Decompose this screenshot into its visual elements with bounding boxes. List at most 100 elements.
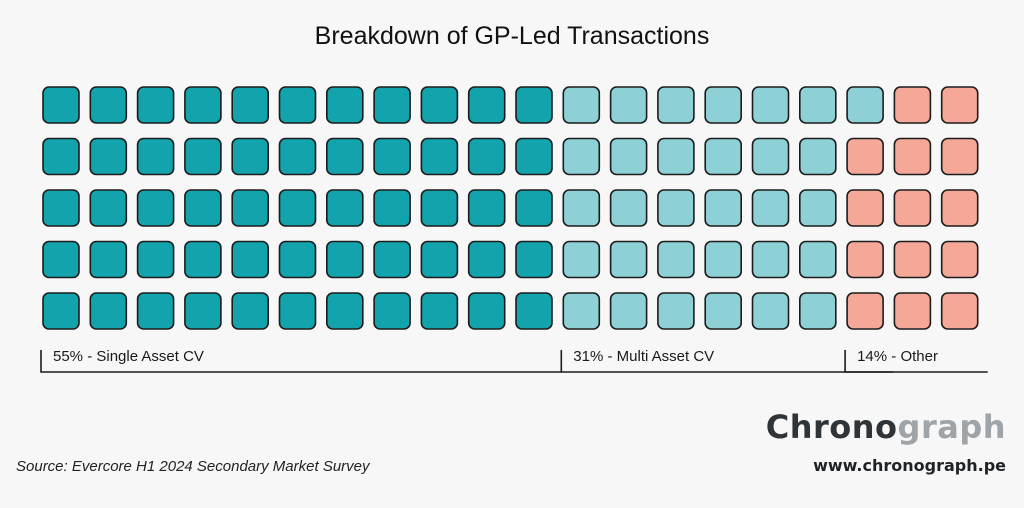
waffle-cell-single-asset-cv <box>515 189 553 227</box>
waffle-cell-multi-asset-cv <box>798 240 837 279</box>
waffle-cell-multi-asset-cv <box>846 86 884 124</box>
waffle-cell-multi-asset-cv <box>562 292 601 330</box>
waffle-cell-single-asset-cv <box>467 86 506 124</box>
waffle-cell-single-asset-cv <box>373 137 411 176</box>
waffle-cell-other <box>846 240 884 279</box>
waffle-cell-other <box>940 240 979 279</box>
waffle-cell-single-asset-cv <box>231 189 269 227</box>
waffle-cell-multi-asset-cv <box>562 189 601 227</box>
waffle-cell-multi-asset-cv <box>609 189 648 227</box>
waffle-cell-multi-asset-cv <box>751 292 790 330</box>
waffle-cell-single-asset-cv <box>184 86 222 124</box>
legend-bracket-single-asset-cv <box>40 350 562 373</box>
waffle-cell-multi-asset-cv <box>657 240 695 279</box>
waffle-cell-single-asset-cv <box>184 292 222 330</box>
waffle-cell-single-asset-cv <box>325 137 364 176</box>
waffle-cell-multi-asset-cv <box>798 86 837 124</box>
logo-part-graph: graph <box>897 408 1006 446</box>
waffle-cell-multi-asset-cv <box>751 86 790 124</box>
waffle-cell-multi-asset-cv <box>751 189 790 227</box>
waffle-cell-other <box>893 292 932 330</box>
waffle-cell-single-asset-cv <box>467 292 506 330</box>
waffle-cell-multi-asset-cv <box>798 137 837 176</box>
waffle-cell-single-asset-cv <box>515 137 553 176</box>
waffle-cell-single-asset-cv <box>467 240 506 279</box>
chronograph-logo: Chronograph <box>766 408 1006 446</box>
waffle-cell-other <box>893 137 932 176</box>
waffle-cell-multi-asset-cv <box>657 292 695 330</box>
waffle-cell-multi-asset-cv <box>657 189 695 227</box>
waffle-cell-single-asset-cv <box>89 189 128 227</box>
legend-label-single-asset-cv: 55% - Single Asset CV <box>53 348 204 365</box>
waffle-cell-multi-asset-cv <box>609 137 648 176</box>
waffle-cell-other <box>893 86 932 124</box>
waffle-cell-single-asset-cv <box>136 189 175 227</box>
waffle-cell-single-asset-cv <box>278 137 317 176</box>
waffle-cell-single-asset-cv <box>89 86 128 124</box>
waffle-cell-single-asset-cv <box>231 86 269 124</box>
waffle-cell-other <box>893 240 932 279</box>
waffle-cell-other <box>846 189 884 227</box>
waffle-cell-other <box>893 189 932 227</box>
waffle-cell-single-asset-cv <box>184 240 222 279</box>
waffle-cell-single-asset-cv <box>325 189 364 227</box>
waffle-cell-single-asset-cv <box>42 189 80 227</box>
waffle-cell-multi-asset-cv <box>798 189 837 227</box>
waffle-cell-single-asset-cv <box>373 292 411 330</box>
waffle-cell-multi-asset-cv <box>657 137 695 176</box>
chart-title: Breakdown of GP-Led Transactions <box>314 22 710 50</box>
waffle-cell-single-asset-cv <box>184 189 222 227</box>
waffle-cell-multi-asset-cv <box>609 240 648 279</box>
waffle-cell-multi-asset-cv <box>798 292 837 330</box>
waffle-cell-multi-asset-cv <box>704 189 743 227</box>
waffle-cell-multi-asset-cv <box>562 240 601 279</box>
waffle-cell-other <box>940 292 979 330</box>
waffle-cell-single-asset-cv <box>420 240 459 279</box>
logo-part-chrono: Chrono <box>765 408 898 446</box>
waffle-cell-single-asset-cv <box>42 240 80 279</box>
waffle-cell-single-asset-cv <box>42 292 80 330</box>
waffle-cell-multi-asset-cv <box>609 292 648 330</box>
waffle-cell-multi-asset-cv <box>704 86 743 124</box>
legend-label-other: 14% - Other <box>857 348 938 365</box>
waffle-cell-other <box>940 86 979 124</box>
waffle-cell-single-asset-cv <box>231 240 269 279</box>
waffle-cell-single-asset-cv <box>278 292 317 330</box>
waffle-cell-multi-asset-cv <box>704 137 743 176</box>
legend-bracket-multi-asset-cv <box>560 350 894 373</box>
waffle-cell-multi-asset-cv <box>704 292 743 330</box>
waffle-cell-single-asset-cv <box>515 240 553 279</box>
waffle-cell-single-asset-cv <box>325 86 364 124</box>
waffle-cell-other <box>940 189 979 227</box>
waffle-cell-single-asset-cv <box>89 240 128 279</box>
waffle-cell-single-asset-cv <box>231 137 269 176</box>
waffle-cell-multi-asset-cv <box>562 86 601 124</box>
waffle-cell-single-asset-cv <box>278 86 317 124</box>
waffle-cell-single-asset-cv <box>278 189 317 227</box>
waffle-cell-single-asset-cv <box>467 189 506 227</box>
waffle-cell-other <box>846 292 884 330</box>
waffle-cell-single-asset-cv <box>136 137 175 176</box>
waffle-cell-single-asset-cv <box>89 292 128 330</box>
waffle-cell-multi-asset-cv <box>609 86 648 124</box>
waffle-cell-multi-asset-cv <box>751 240 790 279</box>
waffle-cell-other <box>940 137 979 176</box>
waffle-cell-single-asset-cv <box>373 86 411 124</box>
waffle-cell-multi-asset-cv <box>657 86 695 124</box>
waffle-cell-single-asset-cv <box>515 86 553 124</box>
waffle-cell-single-asset-cv <box>420 189 459 227</box>
waffle-cell-single-asset-cv <box>184 137 222 176</box>
waffle-cell-single-asset-cv <box>136 86 175 124</box>
waffle-cell-other <box>846 137 884 176</box>
waffle-cell-single-asset-cv <box>325 292 364 330</box>
waffle-cell-multi-asset-cv <box>704 240 743 279</box>
waffle-cell-single-asset-cv <box>515 292 553 330</box>
waffle-cell-single-asset-cv <box>467 137 506 176</box>
website-url[interactable]: www.chronograph.pe <box>813 456 1006 475</box>
waffle-cell-single-asset-cv <box>420 292 459 330</box>
waffle-cell-single-asset-cv <box>420 137 459 176</box>
legend-label-multi-asset-cv: 31% - Multi Asset CV <box>573 348 714 365</box>
waffle-cell-single-asset-cv <box>42 137 80 176</box>
source-note: Source: Evercore H1 2024 Secondary Marke… <box>16 458 370 475</box>
